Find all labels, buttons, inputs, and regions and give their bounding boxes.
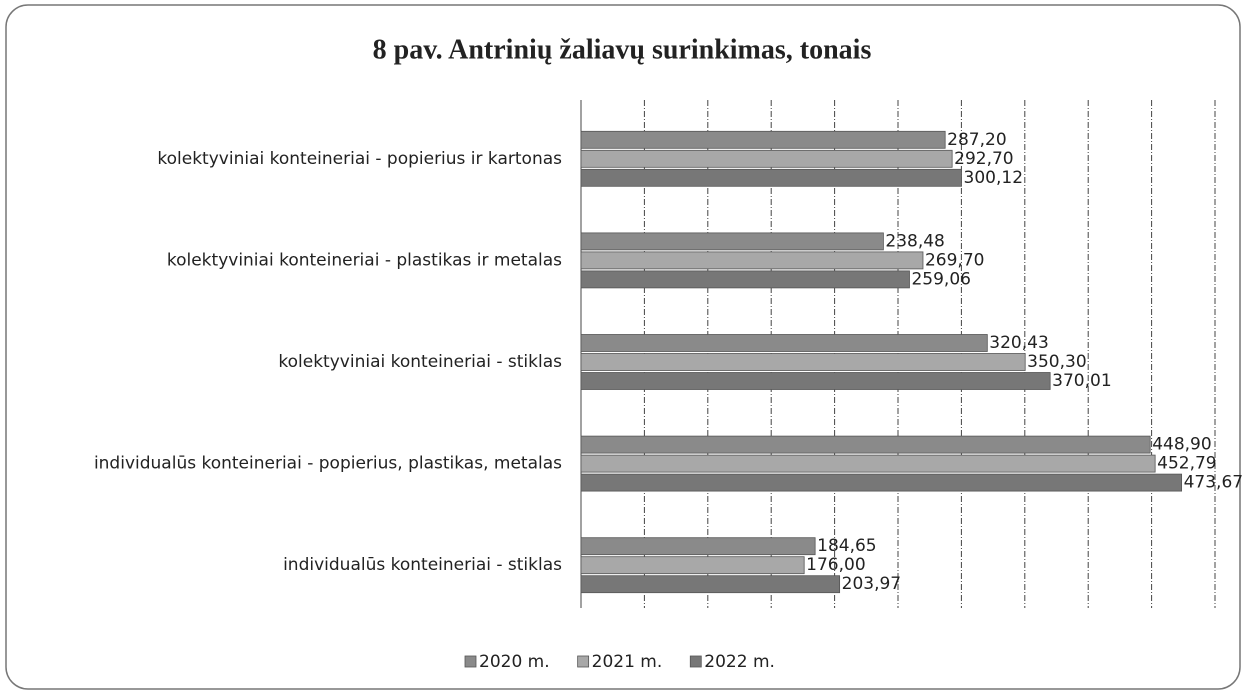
data-label: 292,70 xyxy=(954,149,1013,169)
legend-label: 2020 m. xyxy=(479,652,550,672)
category-label: kolektyviniai konteineriai - popierius i… xyxy=(157,149,562,169)
data-label: 176,00 xyxy=(806,555,865,575)
legend-label: 2022 m. xyxy=(704,652,775,672)
bar xyxy=(580,232,884,251)
bar xyxy=(580,556,805,575)
bar xyxy=(580,537,816,556)
bar xyxy=(580,168,962,187)
bar xyxy=(580,130,946,149)
data-label: 269,70 xyxy=(925,250,984,270)
bar xyxy=(580,149,953,168)
data-label: 203,97 xyxy=(842,574,901,594)
bar xyxy=(580,435,1151,454)
bar xyxy=(580,372,1051,390)
data-label: 350,30 xyxy=(1027,352,1086,372)
bar xyxy=(580,251,924,270)
category-label: individualūs konteineriai - stiklas xyxy=(283,555,562,575)
data-label: 238,48 xyxy=(885,231,944,251)
category-label: individualūs konteineriai - popierius, p… xyxy=(94,454,562,474)
data-label: 473,67 xyxy=(1184,473,1243,493)
bar xyxy=(580,575,841,594)
category-label: kolektyviniai konteineriai - stiklas xyxy=(278,352,562,372)
legend-swatch xyxy=(464,655,477,668)
legend-label: 2021 m. xyxy=(592,652,663,672)
category-label: kolektyviniai konteineriai - plastikas i… xyxy=(167,250,562,270)
chart-title: 8 pav. Antrinių žaliavų surinkimas, tona… xyxy=(373,34,872,65)
data-label: 184,65 xyxy=(817,536,876,556)
legend-swatch xyxy=(689,655,702,668)
data-label: 370,01 xyxy=(1052,371,1111,391)
data-label: 300,12 xyxy=(964,168,1023,188)
data-label: 287,20 xyxy=(947,130,1006,150)
data-label: 448,90 xyxy=(1152,435,1211,455)
bar xyxy=(580,454,1156,473)
bar xyxy=(580,473,1183,492)
data-label: 320,43 xyxy=(989,333,1048,353)
bar xyxy=(580,270,910,289)
bar xyxy=(580,334,988,352)
bar xyxy=(580,353,1026,371)
legend-swatch xyxy=(577,655,590,668)
data-label: 259,06 xyxy=(911,269,970,289)
data-label: 452,79 xyxy=(1157,454,1216,474)
